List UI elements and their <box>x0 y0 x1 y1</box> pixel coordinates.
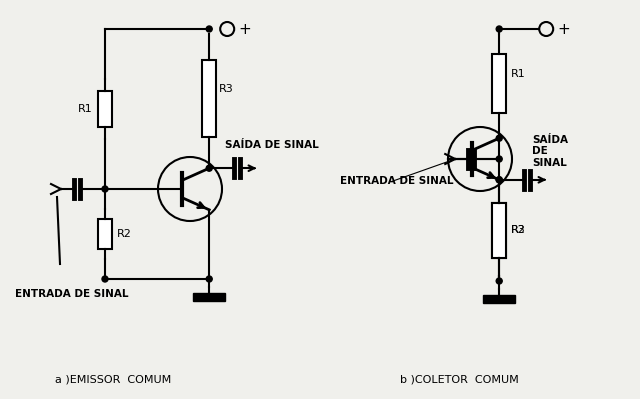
Circle shape <box>496 135 502 141</box>
Text: a )EMISSOR  COMUM: a )EMISSOR COMUM <box>55 374 172 384</box>
Circle shape <box>206 276 212 282</box>
Text: b )COLETOR  COMUM: b )COLETOR COMUM <box>400 374 519 384</box>
Text: R3: R3 <box>219 84 234 94</box>
Text: SAÍDA DE SINAL: SAÍDA DE SINAL <box>225 140 319 150</box>
Text: R2: R2 <box>117 229 132 239</box>
Circle shape <box>496 177 502 183</box>
Text: +: + <box>238 22 251 36</box>
Bar <box>193 293 225 301</box>
Text: R1: R1 <box>78 104 93 114</box>
Bar <box>202 60 216 137</box>
Bar <box>483 295 515 303</box>
Circle shape <box>496 278 502 284</box>
Circle shape <box>496 156 502 162</box>
Text: ENTRADA DE SINAL: ENTRADA DE SINAL <box>15 289 129 299</box>
Circle shape <box>206 26 212 32</box>
Bar <box>98 219 112 249</box>
Circle shape <box>102 276 108 282</box>
Bar <box>98 91 112 127</box>
Bar <box>492 203 506 258</box>
Circle shape <box>496 26 502 32</box>
Circle shape <box>496 177 502 183</box>
Text: SAÍDA
DE
SINAL: SAÍDA DE SINAL <box>532 135 568 168</box>
Circle shape <box>206 165 212 171</box>
Text: R3: R3 <box>511 225 526 235</box>
Bar <box>492 54 506 113</box>
Text: R2: R2 <box>511 225 526 235</box>
Bar <box>492 203 506 258</box>
Text: R1: R1 <box>511 69 526 79</box>
Text: ENTRADA DE SINAL: ENTRADA DE SINAL <box>340 176 454 186</box>
Text: +: + <box>557 22 570 36</box>
Circle shape <box>102 186 108 192</box>
